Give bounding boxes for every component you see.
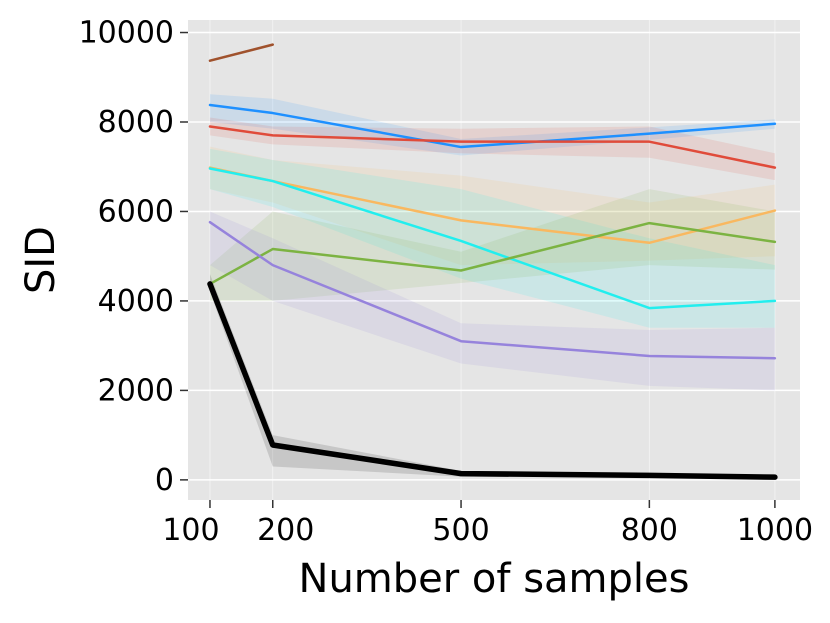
series-band-6 xyxy=(209,189,775,301)
x-tick-label: 100 xyxy=(162,513,219,548)
x-tick-label: 800 xyxy=(621,513,678,548)
x-tick-label: 200 xyxy=(257,513,314,548)
axes: 0 2000 4000 6000 8000 10000 100 200 500 800 1000 xyxy=(79,16,814,548)
x-axis-title: Number of samples xyxy=(299,556,690,602)
y-tick-label: 0 xyxy=(155,463,174,498)
y-tick-label: 2000 xyxy=(98,373,174,408)
series-line-8 xyxy=(207,281,778,480)
series-line-7 xyxy=(208,220,777,360)
series-band-7 xyxy=(209,211,775,391)
series-line-6 xyxy=(208,221,777,286)
series-line-3 xyxy=(208,125,777,169)
y-tick-label: 8000 xyxy=(98,105,174,140)
x-tick-label: 1000 xyxy=(737,513,813,548)
y-tick-label: 4000 xyxy=(98,284,174,319)
y-tick-label: 6000 xyxy=(98,194,174,229)
series-band-3 xyxy=(209,117,775,181)
y-tick-label: 10000 xyxy=(79,16,174,51)
plot-background xyxy=(188,20,800,500)
series-line-1 xyxy=(208,43,274,62)
series-band-4 xyxy=(209,146,775,266)
confidence-bands xyxy=(209,43,775,479)
gridlines xyxy=(188,20,800,500)
series-lines xyxy=(207,43,778,480)
series-band-2 xyxy=(209,94,775,156)
y-axis-title: SID xyxy=(18,226,64,294)
series-band-5 xyxy=(209,148,775,328)
series-line-2 xyxy=(208,103,777,149)
x-tick-label: 500 xyxy=(432,513,489,548)
series-line-5 xyxy=(208,167,777,310)
